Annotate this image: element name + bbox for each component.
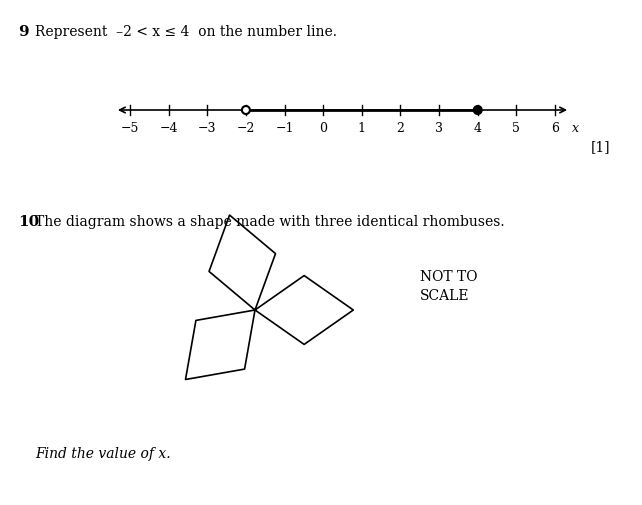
Text: −5: −5 (121, 122, 139, 135)
Circle shape (242, 106, 250, 114)
Text: −2: −2 (237, 122, 255, 135)
Text: Represent  –2 < x ≤ 4  on the number line.: Represent –2 < x ≤ 4 on the number line. (35, 25, 337, 39)
Text: −4: −4 (159, 122, 178, 135)
Text: The diagram shows a shape made with three identical rhombuses.: The diagram shows a shape made with thre… (35, 215, 505, 229)
Text: [1]: [1] (591, 140, 610, 154)
Text: 2: 2 (397, 122, 404, 135)
Text: 1: 1 (358, 122, 366, 135)
Text: −1: −1 (275, 122, 294, 135)
Text: 6: 6 (551, 122, 559, 135)
Text: x: x (571, 122, 578, 135)
Text: 5: 5 (512, 122, 520, 135)
Text: −3: −3 (198, 122, 216, 135)
Text: NOT TO
SCALE: NOT TO SCALE (420, 270, 478, 304)
Text: 3: 3 (435, 122, 443, 135)
Text: 0: 0 (319, 122, 327, 135)
Text: 9: 9 (18, 25, 29, 39)
Text: 4: 4 (474, 122, 482, 135)
Text: Find the value of x.: Find the value of x. (35, 447, 171, 461)
Text: 10: 10 (18, 215, 39, 229)
Circle shape (474, 106, 482, 114)
